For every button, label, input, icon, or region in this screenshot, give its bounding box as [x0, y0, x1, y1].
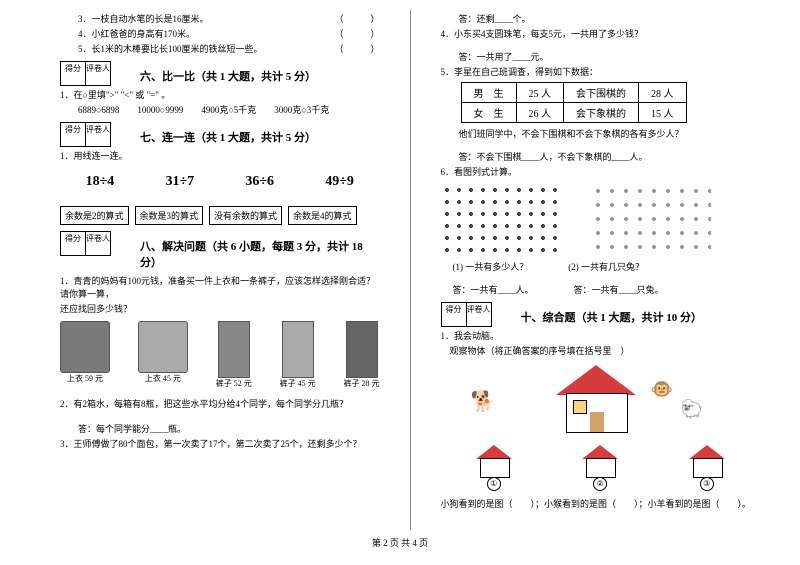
cloth-3: 裤子 52 元 — [216, 321, 252, 389]
r-q4a: 答：一共用了____元。 — [459, 50, 761, 63]
sec6-q1: 1．在○里填">" "<" 或 "=" 。 — [60, 88, 380, 101]
column-divider — [410, 10, 411, 530]
house-icon — [551, 365, 641, 435]
r-q5b: 他们班同学中，不会下围棋和不会下象棋的各有多少人？ — [459, 127, 761, 140]
table-row: 女 生 26 人 会下象棋的 15 人 — [461, 103, 686, 123]
box-1: 余数是2的算式 — [60, 206, 129, 225]
r-q5: 5．李星在自己班调查，得到如下数据： — [441, 65, 761, 78]
cloth-2: 上衣 45 元 — [138, 321, 188, 389]
survey-table: 男 生 25 人 会下围棋的 28 人 女 生 26 人 会下象棋的 15 人 — [461, 82, 687, 123]
r-q5a: 答：不会下围棋____人，不会下象棋的____人。 — [459, 150, 761, 163]
box-3: 没有余数的算式 — [209, 206, 282, 225]
section-10-title: 十、综合题（共 1 大题，共计 10 分） — [521, 309, 761, 325]
q6-a2: 答：一共有____只兔。 — [574, 283, 664, 296]
option-houses: ① ② ③ — [441, 445, 761, 491]
q6-subs: (1) 一共有多少人？ (2) 一共有几只兔？ — [453, 260, 761, 273]
bottom-line: 小狗看到的是图（ ）；小猴看到的是图（ ）；小羊看到的是图（ ）。 — [441, 497, 761, 510]
table-row: 男 生 25 人 会下围棋的 28 人 — [461, 83, 686, 103]
expr-3: 36÷6 — [245, 174, 274, 190]
cloth-1: 上衣 59 元 — [60, 321, 110, 389]
house-scene: 🐕 🐵 🐑 — [441, 359, 761, 439]
score-ping: 评卷人 — [86, 61, 111, 86]
left-column: 3．一枝自动水笔的长是16厘米。（ ） 4．小红爸爸的身高有170米。（ ） 5… — [60, 10, 380, 530]
right-column: 答：还剩____个。 4．小东买4支圆珠笔，每支5元，一共用了多少钱？ 答：一共… — [441, 10, 761, 530]
r-q6: 6．看图列式计算。 — [441, 165, 761, 178]
dog-icon: 🐕 — [471, 389, 496, 414]
q5: 5．长1米的木棒要比长100厘米的铁丝短一些。（ ） — [78, 42, 380, 55]
page-footer: 第 2 页 共 4 页 — [0, 536, 800, 549]
sec6-items: 6889○6898 10000○9999 4900克○5千克 3000克○3千克 — [78, 103, 380, 116]
sec8-q2a: 答：每个同学能分____瓶。 — [78, 422, 380, 435]
clothing-row: 上衣 59 元 上衣 45 元 裤子 52 元 裤子 45 元 裤子 28 元 — [60, 321, 380, 389]
answer-boxes: 余数是2的算式 余数是3的算式 没有余数的算式 余数是4的算式 — [60, 206, 380, 225]
people-grid-icon — [441, 184, 561, 254]
section-8-title: 八、解决问题（共 6 小题，每题 3 分，共计 18 分） — [140, 238, 380, 270]
sec7-q1: 1．用线连一连。 — [60, 149, 380, 162]
ans-remain: 答：还剩____个。 — [459, 12, 761, 25]
score-de: 得分 — [60, 61, 86, 86]
q6-ans: 答：一共有____人。 答：一共有____只兔。 — [453, 283, 761, 296]
expr-1: 18÷4 — [86, 174, 115, 190]
sec8-q1b: 还应找回多少钱？ — [60, 302, 380, 315]
sec8-q3: 3．王师傅做了80个面包，第一次卖了17个，第二次卖了25个，还剩多少个？ — [60, 437, 380, 450]
sec10-q1: 1．我会动脑。 — [441, 329, 761, 342]
option-1: ① — [476, 445, 512, 491]
box-2: 余数是3的算式 — [135, 206, 204, 225]
section-7-title: 七、连一连（共 1 大题，共计 5 分） — [140, 129, 380, 145]
r-q4: 4．小东买4支圆珠笔，每支5元，一共用了多少钱？ — [441, 27, 761, 40]
cloth-4: 裤子 45 元 — [280, 321, 316, 389]
q4: 4．小红爸爸的身高有170米。（ ） — [78, 27, 380, 40]
sec10-q1b: 观察物体（将正确答案的序号填在括号里 ） — [441, 344, 761, 357]
monkey-icon: 🐵 — [651, 379, 673, 400]
expressions: 18÷4 31÷7 36÷6 49÷9 — [60, 174, 380, 190]
sec8-q2: 2．有2箱水，每箱有8瓶，把这些水平均分给4个同学，每个同学分几瓶？ — [60, 397, 380, 410]
box-4: 余数是4的算式 — [288, 206, 357, 225]
q3: 3．一枝自动水笔的长是16厘米。（ ） — [78, 12, 380, 25]
sec8-q1a: 1．青青的妈妈有100元钱，准备买一件上衣和一条裤子，应该怎样选择刚合适？请你算… — [60, 274, 380, 300]
picture-problems — [441, 184, 761, 254]
expr-2: 31÷7 — [165, 174, 194, 190]
rabbit-grid-icon — [591, 184, 711, 254]
option-3: ③ — [689, 445, 725, 491]
expr-4: 49÷9 — [325, 174, 354, 190]
q6-a1: 答：一共有____人。 — [453, 283, 534, 296]
cloth-5: 裤子 28 元 — [344, 321, 380, 389]
sheep-icon: 🐑 — [681, 399, 703, 420]
q6-1: (1) 一共有多少人？ — [453, 260, 529, 273]
option-2: ② — [582, 445, 618, 491]
section-6-title: 六、比一比（共 1 大题，共计 5 分） — [140, 68, 380, 84]
q6-2: (2) 一共有几只兔？ — [568, 260, 644, 273]
